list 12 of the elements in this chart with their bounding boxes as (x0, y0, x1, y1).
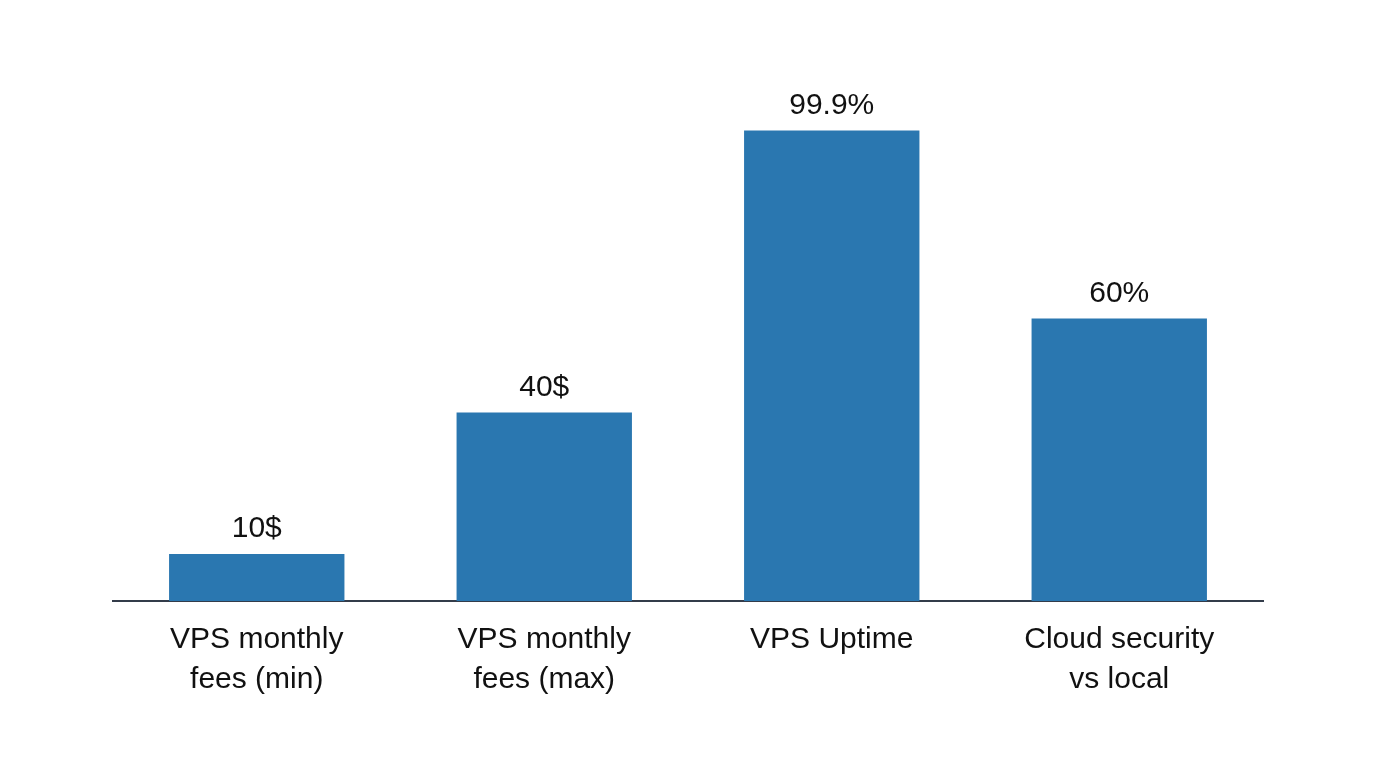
bar (456, 412, 632, 601)
bar (1031, 318, 1207, 601)
data-label: 10$ (231, 510, 283, 544)
x-tick-label: VPS monthly fees (max) (457, 620, 631, 695)
x-tick-label: VPS Uptime (750, 620, 914, 654)
x-tick-label: Cloud security vs local (1024, 620, 1215, 695)
bar (169, 553, 345, 601)
data-label: 60% (1089, 274, 1150, 308)
data-label: 99.9% (789, 86, 875, 120)
x-tick-label: VPS monthly fees (min) (170, 620, 344, 695)
bar (744, 130, 920, 601)
data-label: 40$ (519, 368, 570, 402)
